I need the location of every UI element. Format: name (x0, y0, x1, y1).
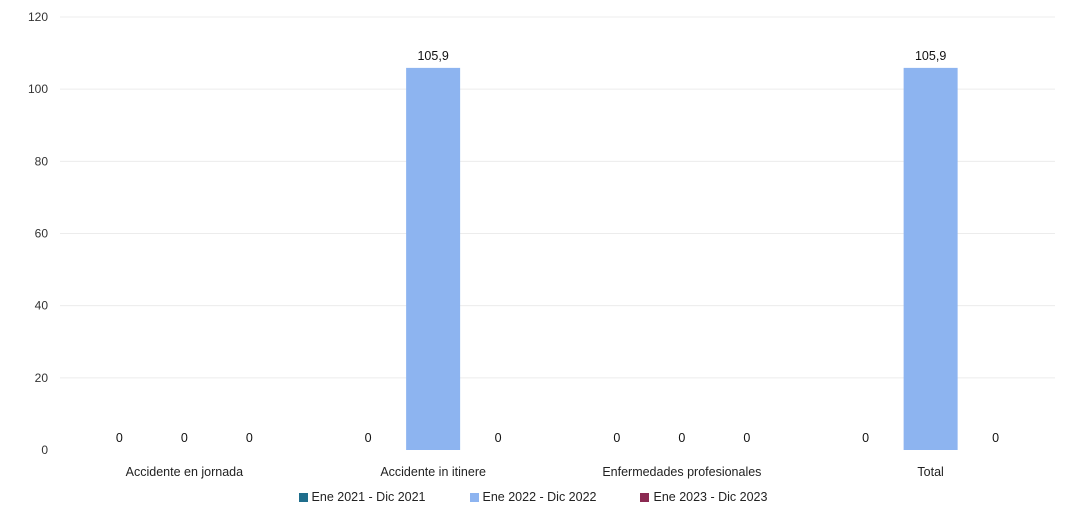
legend: Ene 2021 - Dic 2021 Ene 2022 - Dic 2022 … (0, 490, 1066, 504)
data-label: 0 (116, 431, 123, 445)
bar (903, 67, 958, 450)
y-tick-label: 120 (28, 10, 48, 24)
bar (406, 67, 461, 450)
y-tick-label: 60 (35, 227, 49, 241)
y-tick-label: 80 (35, 154, 49, 168)
x-category-label: Accidente en jornada (126, 465, 243, 479)
x-category-label: Total (917, 465, 943, 479)
data-label: 0 (743, 431, 750, 445)
data-label: 0 (365, 431, 372, 445)
data-label: 0 (613, 431, 620, 445)
data-label: 0 (862, 431, 869, 445)
x-category-label: Accidente in itinere (380, 465, 486, 479)
y-axis-ticks: 0 20 40 60 80 100 120 (28, 10, 48, 457)
y-tick-label: 0 (41, 443, 48, 457)
legend-swatch-2021 (298, 492, 308, 502)
legend-item-2021: Ene 2021 - Dic 2021 (298, 490, 426, 504)
legend-swatch-2022 (469, 492, 479, 502)
legend-label-2023: Ene 2023 - Dic 2023 (653, 490, 768, 504)
legend-label-2022: Ene 2022 - Dic 2022 (482, 490, 597, 504)
y-tick-label: 40 (35, 299, 49, 313)
legend-swatch-2023 (640, 492, 650, 502)
y-tick-label: 100 (28, 82, 48, 96)
data-label: 105,9 (915, 49, 946, 63)
x-axis-categories: Accidente en jornada Accidente in itinere… (126, 465, 944, 479)
data-label: 0 (992, 431, 999, 445)
data-label: 0 (181, 431, 188, 445)
y-tick-label: 20 (35, 371, 49, 385)
legend-label-2021: Ene 2021 - Dic 2021 (311, 490, 426, 504)
data-labels: 0 0 0 0 105,9 0 0 0 0 0 105,9 0 (116, 49, 999, 445)
legend-item-2023: Ene 2023 - Dic 2023 (640, 490, 767, 504)
data-label: 0 (246, 431, 253, 445)
legend-item-2022: Ene 2022 - Dic 2022 (469, 490, 597, 504)
bars (406, 67, 958, 450)
gridlines (60, 16, 1055, 379)
x-category-label: Enfermedades profesionales (602, 465, 761, 479)
data-label: 0 (495, 431, 502, 445)
data-label: 105,9 (417, 49, 448, 63)
data-label: 0 (678, 431, 685, 445)
